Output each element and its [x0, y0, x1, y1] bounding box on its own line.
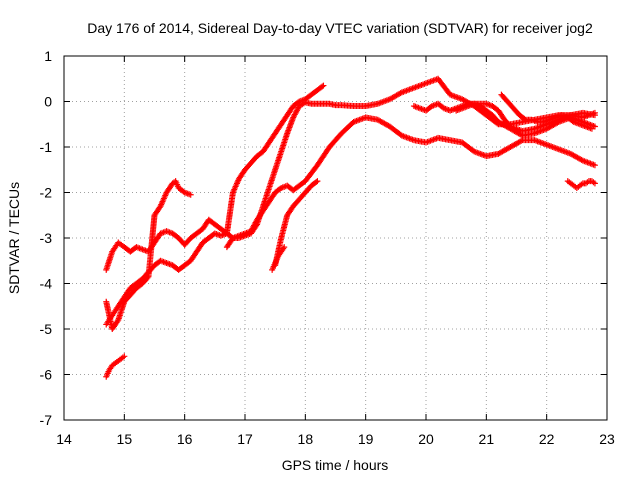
ticks: 14 15 16 17 18 19 20 21 22 23 -7 -6 -5 -4 -3 -2 -1 0 1 — [40, 48, 615, 447]
track-c-point — [591, 162, 598, 169]
x-tick-label: 15 — [117, 431, 133, 447]
x-axis-label: GPS time / hours — [282, 457, 389, 473]
track-e-point — [114, 318, 121, 325]
track-b-point — [319, 83, 326, 90]
track-i-point — [521, 115, 528, 122]
y-tick-label: -6 — [40, 367, 53, 383]
track-a-point — [397, 90, 404, 97]
y-tick-label: -7 — [40, 412, 53, 428]
track-j-point — [591, 180, 598, 187]
x-tick-label: 16 — [177, 431, 193, 447]
x-tick-label: 17 — [237, 431, 253, 447]
track-h-point — [591, 109, 598, 116]
y-tick-label: -2 — [40, 185, 53, 201]
x-tick-label: 14 — [56, 431, 72, 447]
track-k-point — [281, 244, 288, 251]
series-layer — [103, 75, 598, 380]
track-d-point — [313, 179, 320, 186]
y-tick-label: 0 — [44, 94, 52, 110]
y-tick-label: -5 — [40, 321, 53, 337]
y-tick-label: -1 — [40, 139, 53, 155]
track-c-point — [578, 156, 585, 163]
y-tick-label: -3 — [40, 230, 53, 246]
x-tick-label: 18 — [298, 431, 314, 447]
x-tick-label: 22 — [539, 431, 555, 447]
y-axis-label: SDTVAR / TECUs — [6, 182, 22, 294]
x-tick-label: 23 — [599, 431, 615, 447]
y-tick-label: 1 — [44, 48, 52, 64]
track-e-point — [144, 274, 151, 281]
x-tick-label: 19 — [358, 431, 374, 447]
x-tick-label: 21 — [479, 431, 495, 447]
track-e-point — [187, 191, 194, 198]
track-f-point — [121, 353, 128, 360]
track-d-point — [314, 178, 321, 185]
track-b-point — [320, 82, 327, 89]
track-i-point — [588, 125, 595, 132]
track-g-point — [591, 123, 598, 130]
x-tick-label: 20 — [418, 431, 434, 447]
chart-title: Day 176 of 2014, Sidereal Day-to-day VTE… — [87, 20, 593, 36]
track-c-point — [518, 137, 525, 144]
y-tick-label: -4 — [40, 276, 53, 292]
